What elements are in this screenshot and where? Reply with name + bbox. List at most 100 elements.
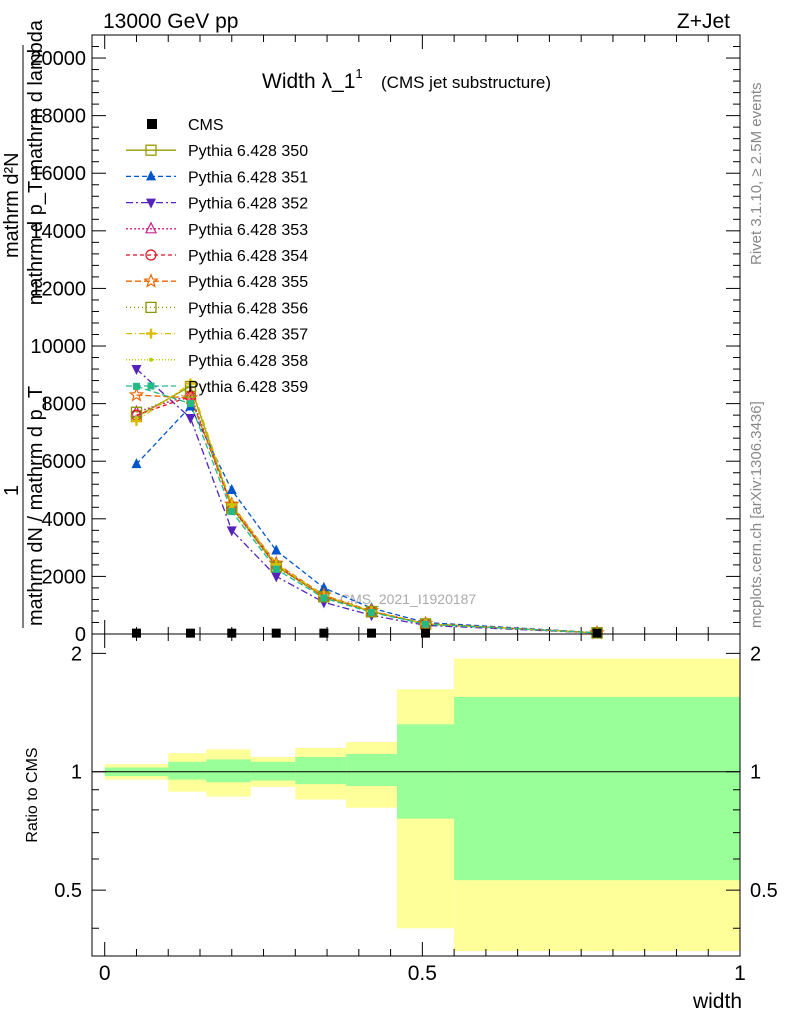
series-point bbox=[272, 565, 280, 573]
cms-data-point bbox=[319, 628, 329, 638]
ratio-y-tick-label: 2 bbox=[71, 643, 82, 665]
cms-data-point bbox=[421, 628, 431, 638]
legend-label: Pythia 6.428 358 bbox=[188, 353, 308, 370]
mcplots-reference-label: mcplots.cern.ch [arXiv:1306.3436] bbox=[748, 401, 765, 628]
main-y-tick-label: 8000 bbox=[42, 394, 87, 416]
plot-subtitle: (CMS jet substructure) bbox=[381, 73, 551, 92]
main-y-tick-label: 18000 bbox=[30, 106, 86, 128]
ratio-stat-band bbox=[295, 757, 347, 785]
ratio-y-tick-label: 1 bbox=[71, 762, 82, 784]
x-axis-label: width bbox=[692, 990, 742, 1013]
legend-label: Pythia 6.428 356 bbox=[188, 300, 308, 317]
legend-swatch-marker bbox=[146, 170, 156, 181]
legend-swatch-cms bbox=[147, 119, 157, 129]
series-point bbox=[271, 544, 282, 555]
series-point bbox=[131, 365, 142, 376]
legend-label: Pythia 6.428 354 bbox=[188, 248, 308, 265]
legend-label: Pythia 6.428 352 bbox=[188, 196, 308, 213]
ratio-y-tick-label: 0.5 bbox=[54, 880, 82, 902]
cms-data-point bbox=[131, 628, 141, 638]
ratio-stat-band bbox=[346, 753, 397, 786]
y-label-numerator-mid: mathrm d p_T mathrm d lambda bbox=[25, 19, 47, 305]
ratio-y-axis-label: Ratio to CMS bbox=[24, 747, 41, 842]
cms-data-point bbox=[227, 628, 237, 638]
legend-swatch-marker bbox=[145, 144, 157, 156]
ratio-panel: 0.5 0.51 12 2 0 0.5 1 Ratio to CMS width bbox=[24, 633, 778, 1013]
x-tick-label: 1 bbox=[734, 962, 746, 985]
legend-swatch-marker bbox=[147, 382, 155, 390]
legend-swatch-marker bbox=[143, 273, 159, 288]
cms-data-point bbox=[185, 628, 195, 638]
series-point bbox=[188, 382, 193, 387]
series-point bbox=[368, 608, 376, 616]
main-y-tick-label: 20000 bbox=[30, 48, 86, 70]
series-point bbox=[184, 387, 197, 400]
cms-data-point bbox=[592, 628, 602, 638]
y-label-one: 1 bbox=[1, 485, 23, 496]
series-point bbox=[185, 414, 196, 425]
cms-data-point bbox=[271, 628, 281, 638]
plot-title: Width λ_11 bbox=[262, 66, 363, 93]
main-y-tick-label: 4000 bbox=[42, 509, 87, 531]
ratio-stat-band bbox=[206, 759, 251, 783]
legend-label: Pythia 6.428 355 bbox=[188, 274, 308, 291]
series-line bbox=[136, 394, 598, 634]
series-point bbox=[422, 620, 430, 628]
legend-swatch-marker bbox=[145, 301, 157, 314]
main-y-tick-label: 0 bbox=[75, 624, 86, 646]
plot-title-superscript: 1 bbox=[355, 66, 362, 81]
main-y-ticks: 0 2000 4000 6000 8000 10000 12000 14000 16000 180… bbox=[30, 34, 740, 646]
legend: CMS Pythia 6.428 350 Pythia 6.428 351 Pythi… bbox=[126, 117, 308, 396]
ratio-stat-band bbox=[168, 761, 207, 780]
series-line bbox=[136, 368, 598, 634]
main-y-tick-label: 10000 bbox=[30, 336, 86, 358]
y-label-numerator-top: mathrm d²N bbox=[1, 152, 23, 258]
series-point bbox=[320, 594, 328, 602]
series-line bbox=[136, 385, 598, 634]
x-tick-label: 0.5 bbox=[408, 962, 437, 985]
series-point bbox=[229, 503, 234, 508]
y-label-denominator: mathrm dN / mathrm d p_T bbox=[25, 386, 47, 626]
ratio-x-ticks: 0 0.5 1 bbox=[99, 634, 746, 985]
ratio-stat-band bbox=[250, 761, 296, 781]
header-energy-label: 13000 GeV pp bbox=[103, 10, 238, 33]
main-y-tick-label: 6000 bbox=[42, 451, 87, 473]
legend-swatch-marker bbox=[146, 198, 156, 209]
ratio-y-ticks: 0.5 0.5 1 1 2 2 bbox=[54, 643, 778, 929]
main-y-axis-label: mathrm d²N mathrm d p_T mathrm d lambda … bbox=[1, 19, 47, 628]
series-line bbox=[136, 383, 598, 634]
mc-series-lines bbox=[135, 368, 598, 634]
ratio-y-tick-label-right: 2 bbox=[750, 643, 761, 665]
header-process-label: Z+Jet bbox=[677, 10, 730, 33]
ratio-y-tick-label-right: 1 bbox=[750, 762, 761, 784]
legend-label: Pythia 6.428 353 bbox=[188, 222, 308, 239]
main-y-tick-label: 16000 bbox=[30, 163, 86, 185]
series-point bbox=[134, 416, 139, 421]
legend-label: Pythia 6.428 359 bbox=[188, 379, 308, 396]
legend-swatch-marker bbox=[146, 328, 156, 339]
x-tick-label: 0 bbox=[99, 962, 111, 985]
main-y-tick-label: 2000 bbox=[42, 566, 87, 588]
series-point bbox=[131, 458, 142, 469]
legend-label: CMS bbox=[188, 117, 224, 134]
legend-label: Pythia 6.428 351 bbox=[188, 169, 308, 186]
series-point bbox=[271, 572, 282, 583]
rivet-version-label: Rivet 3.1.10, ≥ 2.5M events bbox=[748, 83, 765, 266]
ratio-stat-band bbox=[454, 696, 740, 881]
ratio-y-tick-label-right: 0.5 bbox=[750, 880, 778, 902]
legend-swatch-marker bbox=[149, 357, 153, 362]
watermark-label: CMS_2021_I1920187 bbox=[340, 591, 476, 607]
series-point bbox=[318, 581, 329, 592]
legend-label: Pythia 6.428 350 bbox=[188, 143, 308, 160]
main-y-tick-label: 12000 bbox=[30, 278, 86, 300]
legend-swatch-marker bbox=[145, 221, 157, 234]
plot-title-main: Width λ_1 bbox=[262, 70, 355, 93]
cms-data-markers bbox=[131, 628, 602, 638]
series-point bbox=[128, 386, 145, 402]
cms-data-point bbox=[367, 628, 377, 638]
legend-label: Pythia 6.428 357 bbox=[188, 327, 308, 344]
main-y-tick-label: 14000 bbox=[30, 221, 86, 243]
ratio-bands bbox=[104, 658, 740, 952]
series-point bbox=[226, 526, 237, 537]
